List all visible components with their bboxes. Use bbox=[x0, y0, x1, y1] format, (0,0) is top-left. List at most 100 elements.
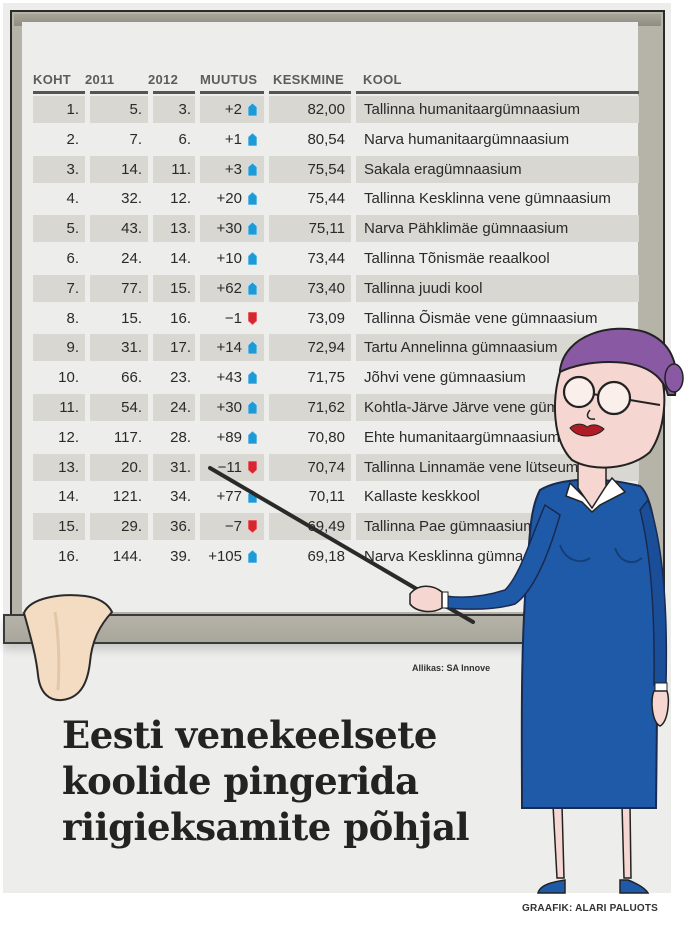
cell-rank: 1. bbox=[33, 96, 85, 123]
table-row: 1. 5. 3. +2 82,00 Tallinna humanitaargüm… bbox=[33, 96, 639, 124]
cell-2012: 24. bbox=[153, 394, 195, 421]
cell-2012: 13. bbox=[153, 215, 195, 243]
glasses-icon bbox=[562, 375, 596, 409]
cell-2011: 77. bbox=[90, 274, 148, 302]
cell-2011: 32. bbox=[121, 190, 142, 208]
change-value: −11 bbox=[217, 458, 242, 476]
cell-2012: 17. bbox=[153, 334, 195, 362]
header-underline bbox=[356, 91, 639, 94]
cell-rank: 7. bbox=[33, 274, 85, 302]
arrow-up-icon bbox=[248, 103, 257, 116]
change-value: +3 bbox=[224, 160, 242, 178]
cell-2012: 36. bbox=[153, 513, 195, 541]
change-value: +43 bbox=[216, 369, 242, 387]
change-value: +30 bbox=[216, 399, 242, 416]
cell-change: +105 bbox=[200, 543, 264, 570]
change-value: −7 bbox=[224, 518, 242, 536]
cell-change: +89 bbox=[200, 424, 264, 451]
cell-change: +43 bbox=[200, 364, 264, 391]
cell-change: +20 bbox=[200, 185, 264, 212]
cell-2012: 14. bbox=[170, 250, 191, 267]
change-value: +89 bbox=[216, 428, 242, 446]
cell-average: 70,74 bbox=[269, 453, 351, 481]
arrow-up-icon bbox=[248, 222, 257, 236]
cell-2012: 15. bbox=[153, 274, 195, 302]
cell-average: 71,62 bbox=[269, 394, 351, 421]
cell-average: 73,44 bbox=[307, 250, 345, 267]
arrow-up-icon bbox=[248, 162, 257, 176]
arrow-down-icon bbox=[248, 460, 257, 474]
cell-school: Jõhvi vene gümnaasium bbox=[364, 369, 526, 387]
cell-2012: 31. bbox=[153, 453, 195, 481]
cell-rank: 14. bbox=[58, 488, 79, 506]
cell-2012: 11. bbox=[153, 155, 195, 183]
cell-2012: 6. bbox=[178, 130, 191, 148]
cloth-icon bbox=[22, 594, 114, 702]
cell-2011: 121. bbox=[112, 488, 142, 506]
cell-average: 82,00 bbox=[269, 96, 351, 123]
table-row: 14. 121. 34. +77 70,11 Kallaste keskkool bbox=[33, 483, 639, 511]
change-value: −1 bbox=[224, 309, 242, 327]
header-2011: 2011 bbox=[85, 72, 115, 87]
cell-change: +10 bbox=[200, 245, 264, 272]
arrow-up-icon bbox=[248, 401, 257, 414]
cell-change: +62 bbox=[200, 274, 264, 302]
cell-2011: 66. bbox=[121, 369, 142, 387]
cell-rank: 10. bbox=[58, 369, 79, 387]
arrow-up-icon bbox=[248, 430, 257, 444]
cell-2012: 39. bbox=[170, 548, 191, 565]
cell-change: +1 bbox=[200, 126, 264, 153]
table-row: 3. 14. 11. +3 75,54 Sakala eragümnaasium bbox=[33, 155, 639, 184]
cell-change: +30 bbox=[200, 215, 264, 243]
cell-average: 69,18 bbox=[307, 548, 345, 565]
cell-2011: 31. bbox=[90, 334, 148, 362]
cell-2011: 54. bbox=[90, 394, 148, 421]
change-value: +14 bbox=[216, 339, 242, 357]
cell-school: Tallinna juudi kool bbox=[356, 274, 639, 302]
header-average: KESKMINE bbox=[273, 72, 345, 87]
cell-2012: 23. bbox=[170, 369, 191, 387]
table-row: 4. 32. 12. +20 75,44 Tallinna Kesklinna … bbox=[33, 185, 639, 213]
cell-average: 72,94 bbox=[269, 334, 351, 362]
header-underline bbox=[269, 91, 351, 94]
arrow-up-icon bbox=[248, 132, 257, 146]
cell-2011: 14. bbox=[90, 155, 148, 183]
arrow-down-icon bbox=[248, 311, 257, 325]
change-value: +62 bbox=[216, 279, 242, 297]
cell-2011: 144. bbox=[112, 548, 142, 565]
change-value: +2 bbox=[224, 101, 242, 118]
cell-average: 70,11 bbox=[308, 488, 345, 506]
cell-rank: 4. bbox=[66, 190, 79, 208]
cell-change: +30 bbox=[200, 394, 264, 421]
cell-2011: 5. bbox=[90, 96, 148, 123]
header-school: KOOL bbox=[363, 72, 402, 87]
hand-icon bbox=[651, 690, 670, 727]
arrow-up-icon bbox=[248, 281, 257, 295]
cell-rank: 6. bbox=[66, 250, 79, 267]
cell-average: 75,54 bbox=[269, 155, 351, 183]
header-rank: KOHT bbox=[33, 72, 72, 87]
cell-average: 73,09 bbox=[307, 309, 345, 327]
arrow-down-icon bbox=[248, 520, 257, 534]
table-row: 8. 15. 16. −1 73,09 Tallinna Õismäe vene… bbox=[33, 305, 639, 333]
cell-rank: 15. bbox=[33, 513, 85, 541]
cell-change: −1 bbox=[200, 305, 264, 332]
table-row: 10. 66. 23. +43 71,75 Jõhvi vene gümnaas… bbox=[33, 364, 639, 392]
cell-rank: 5. bbox=[33, 215, 85, 243]
cell-school: Tallinna Kesklinna vene gümnaasium bbox=[364, 190, 611, 208]
arrow-up-icon bbox=[248, 371, 257, 385]
arrow-up-icon bbox=[248, 192, 257, 206]
change-value: +30 bbox=[216, 220, 242, 238]
cell-2012: 16. bbox=[170, 309, 191, 327]
cell-2011: 117. bbox=[113, 428, 142, 446]
header-underline bbox=[200, 91, 264, 94]
cell-school: Ehte humanitaargümnaasium bbox=[364, 428, 560, 446]
cell-change: −7 bbox=[200, 513, 264, 541]
cell-school: Narva humanitaargümnaasium bbox=[364, 130, 570, 148]
cell-change: +2 bbox=[200, 96, 264, 123]
cell-rank: 16. bbox=[58, 548, 79, 565]
cell-school: Tallinna Tõnismäe reaalkool bbox=[364, 250, 550, 267]
change-value: +77 bbox=[216, 488, 242, 506]
cell-average: 71,75 bbox=[307, 369, 345, 387]
